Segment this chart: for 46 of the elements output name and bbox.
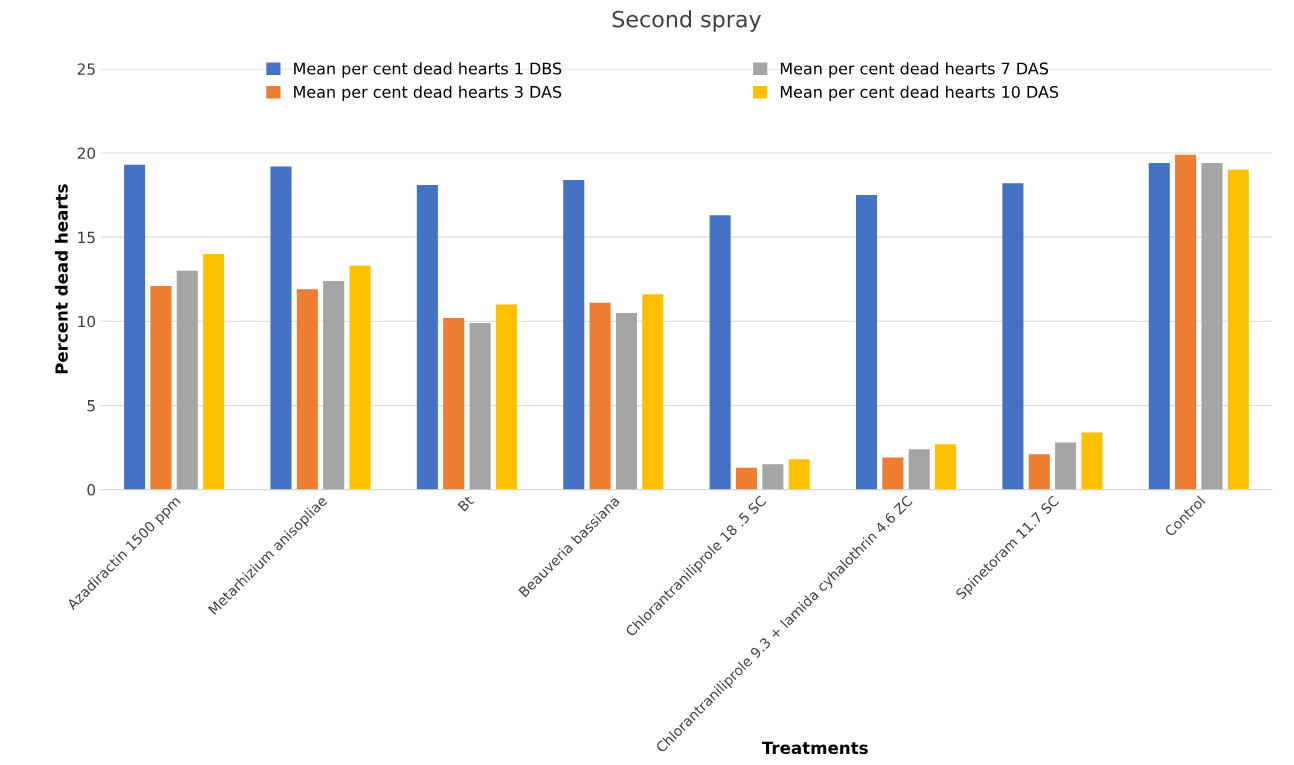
bar <box>1028 454 1050 490</box>
bar <box>124 164 146 490</box>
bar <box>882 457 904 490</box>
bar <box>709 215 731 490</box>
bar <box>443 317 465 490</box>
legend-label: Mean per cent dead hearts 7 DAS <box>780 62 1049 78</box>
legend-label: Mean per cent dead hearts 1 DBS <box>294 62 562 78</box>
bar <box>735 467 758 490</box>
y-tick-label: 10 <box>78 315 96 328</box>
bar <box>323 280 345 490</box>
bar <box>642 294 664 490</box>
bar <box>469 322 491 490</box>
y-axis-title: Percent dead hearts <box>54 184 68 374</box>
bar <box>296 289 318 490</box>
x-axis-title: Treatments <box>761 741 868 755</box>
bar <box>935 444 957 490</box>
bar <box>270 166 292 490</box>
y-tick-label: 0 <box>87 484 96 496</box>
bar <box>1175 154 1197 490</box>
legend-label: Mean per cent dead hearts 10 DAS <box>780 85 1059 102</box>
y-tick-label: 5 <box>87 400 95 412</box>
bar <box>349 265 371 490</box>
legend-label: Mean per cent dead hearts 3 DAS <box>294 85 562 102</box>
bar <box>416 184 438 490</box>
x-tick-label: Bt <box>457 495 475 512</box>
y-tick-label: 25 <box>77 63 95 75</box>
bar <box>855 195 878 490</box>
bar <box>589 302 611 490</box>
bar <box>176 270 198 490</box>
chart-title: Second spray <box>612 10 762 32</box>
bar <box>1201 163 1223 490</box>
bar <box>1081 432 1103 490</box>
bar <box>615 312 637 490</box>
bar <box>762 464 784 490</box>
bar <box>908 449 930 490</box>
bar <box>1055 442 1077 490</box>
bar <box>203 253 225 490</box>
y-tick-label: 20 <box>77 147 96 160</box>
bar <box>788 459 810 490</box>
y-tick-label: 15 <box>78 231 95 244</box>
bar <box>495 304 517 490</box>
bar <box>150 285 172 490</box>
bar <box>1227 169 1249 490</box>
bar <box>1002 183 1024 490</box>
bar <box>1148 163 1170 490</box>
bar <box>563 179 585 490</box>
